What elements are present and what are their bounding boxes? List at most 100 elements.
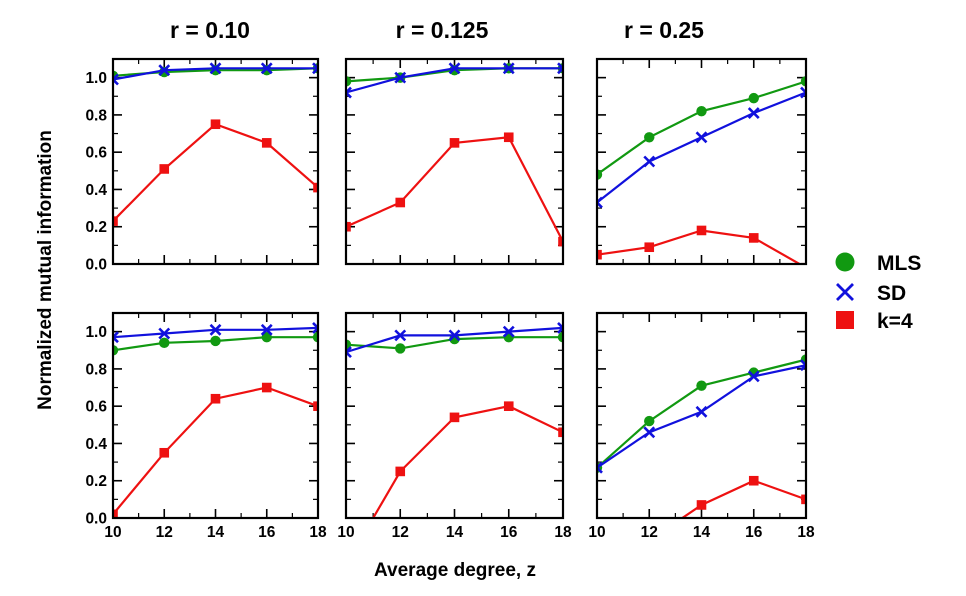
point-sd	[695, 405, 708, 418]
point-sd	[448, 62, 461, 75]
legend-item-mls: MLS	[835, 252, 921, 275]
point-k4	[395, 466, 406, 477]
point-sd	[113, 331, 119, 344]
point-sd	[695, 131, 708, 144]
point-k4	[261, 382, 272, 393]
column-title-r-0.10: r = 0.10	[170, 17, 250, 43]
y-tick-label: 0.4	[85, 182, 107, 199]
point-k4	[313, 401, 318, 411]
x-tick-label: 14	[693, 524, 711, 541]
x-tick-label: 14	[207, 524, 225, 541]
point-k4	[313, 182, 318, 193]
point-k4	[449, 412, 460, 423]
point-sd	[800, 359, 806, 372]
panel-frame	[344, 57, 565, 266]
plot-area	[346, 62, 563, 247]
y-tick-label: 0.2	[85, 219, 107, 236]
x-axis-label: Average degree, z	[374, 560, 536, 581]
x-tick-label: 16	[500, 524, 518, 541]
point-k4	[346, 221, 351, 232]
panel-frame	[595, 311, 808, 520]
x-tick-label: 10	[337, 524, 354, 541]
point-k4	[395, 197, 406, 208]
point-k4	[261, 138, 272, 148]
point-sd	[643, 155, 656, 168]
point-sd	[260, 323, 273, 336]
legend-label: SD	[877, 282, 906, 305]
point-k4	[696, 225, 707, 236]
y-tick-label: 1.0	[85, 324, 107, 341]
point-mls	[261, 332, 272, 343]
point-k4	[748, 475, 759, 486]
point-sd	[312, 62, 318, 75]
y-tick-label: 0.8	[85, 107, 107, 124]
point-sd	[158, 64, 171, 77]
point-k4	[503, 132, 514, 143]
point-mls	[113, 345, 119, 356]
plot-area	[346, 321, 563, 518]
point-sd	[158, 327, 171, 340]
plot-area	[113, 62, 318, 226]
legend-marker-circle	[835, 252, 855, 272]
y-tick-label: 0.2	[85, 473, 107, 490]
point-mls	[800, 76, 806, 87]
legend-item-k4: k=4	[836, 310, 913, 333]
point-k4	[159, 447, 170, 458]
y-tick-label: 0.6	[85, 399, 107, 416]
point-sd	[502, 325, 515, 338]
panel-r1-c2: 10 12 14 16 18	[588, 311, 815, 541]
point-k4	[696, 500, 707, 510]
point-k4	[558, 236, 563, 247]
point-sd	[502, 62, 515, 75]
point-mls	[644, 415, 655, 427]
x-tick-label: 16	[258, 524, 276, 541]
series-line-k4	[113, 386, 318, 516]
point-sd	[800, 86, 806, 99]
y-tick-label: 0.8	[85, 361, 107, 378]
point-k4	[210, 119, 221, 130]
point-mls	[395, 343, 406, 354]
point-k4	[597, 249, 602, 260]
panel-frame	[111, 57, 320, 266]
column-title-r-0.125: r = 0.125	[396, 17, 489, 43]
point-sd	[209, 323, 222, 336]
panels: 0.0 0.2 0.4 0.6 0.8 1.0 0.0 0.2 0.4 0.6 0.8 1.0 10 12…	[85, 57, 815, 541]
y-tick-label: 0.6	[85, 145, 107, 162]
panel-r0-c0: 0.0 0.2 0.4 0.6 0.8 1.0	[85, 57, 320, 274]
point-sd	[747, 107, 760, 119]
point-sd	[597, 461, 603, 474]
point-sd	[346, 86, 352, 99]
point-sd	[557, 62, 563, 75]
point-sd	[209, 62, 222, 75]
point-sd	[557, 321, 563, 334]
legend-label: MLS	[877, 252, 921, 275]
point-sd	[643, 426, 656, 439]
point-mls	[159, 337, 170, 349]
point-sd	[747, 370, 760, 383]
plot-area	[113, 321, 318, 518]
legend-label: k=4	[877, 310, 913, 333]
x-tick-label: 18	[554, 524, 572, 541]
point-sd	[597, 196, 603, 209]
point-mls	[696, 380, 707, 391]
x-tick-label: 10	[104, 524, 121, 541]
point-sd	[346, 346, 352, 359]
point-mls	[696, 105, 707, 117]
point-mls	[644, 132, 655, 143]
panel-frame	[595, 57, 808, 266]
x-tick-label: 12	[641, 524, 658, 541]
point-k4	[113, 216, 118, 226]
point-sd	[260, 62, 273, 75]
panel-frame	[344, 311, 565, 520]
point-sd	[448, 329, 461, 342]
y-tick-label: 0.0	[85, 257, 107, 274]
plot-area	[597, 76, 806, 264]
point-k4	[801, 494, 806, 505]
x-tick-label: 18	[309, 524, 327, 541]
column-title-r-0.25: r = 0.25	[624, 17, 704, 43]
panel-frame	[111, 311, 320, 520]
point-mls	[557, 332, 563, 343]
point-mls	[312, 332, 318, 343]
point-mls	[597, 169, 603, 180]
